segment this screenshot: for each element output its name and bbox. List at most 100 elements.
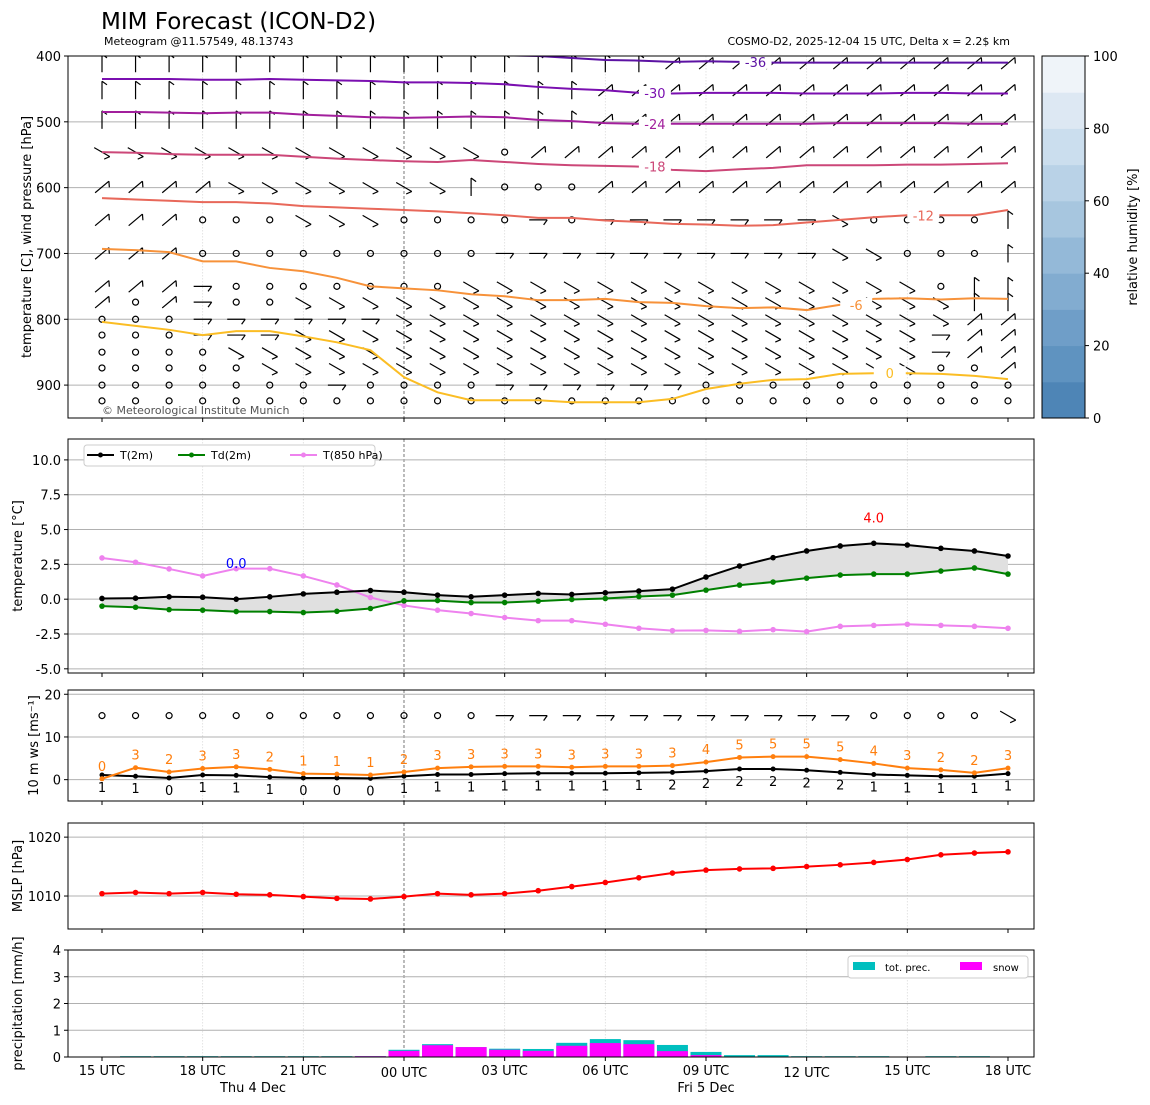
calm-wind-icon xyxy=(568,183,576,191)
data-point xyxy=(99,890,105,897)
calm-wind-icon xyxy=(131,298,140,306)
snow-bar xyxy=(522,1050,554,1057)
legend-label: T(2m) xyxy=(119,449,153,462)
data-point xyxy=(569,770,575,776)
date-label: Fri 5 Dec xyxy=(677,1081,734,1096)
data-point xyxy=(871,772,877,778)
calm-wind-icon xyxy=(836,397,844,405)
wind-barb-staff xyxy=(597,362,614,373)
wind-barb-flag xyxy=(640,290,647,294)
wind-barb-flag xyxy=(778,715,783,721)
wind-barb-staff xyxy=(698,180,714,194)
data-point xyxy=(199,889,206,896)
calm-wind-icon xyxy=(903,249,911,258)
y-tick-label: 0 xyxy=(53,1051,61,1066)
wind-barb-staff xyxy=(328,297,345,308)
wind-barb-flag xyxy=(305,306,312,310)
data-point xyxy=(703,574,709,580)
data-point xyxy=(870,859,877,866)
wind-barb-flag xyxy=(439,371,446,376)
wind-barb-flag xyxy=(576,253,582,259)
wind-barb-staff xyxy=(429,181,446,192)
data-point xyxy=(837,623,844,630)
data-point xyxy=(535,887,542,894)
legend-marker xyxy=(98,452,103,458)
data-point xyxy=(166,769,172,775)
calm-wind-icon xyxy=(970,381,979,389)
wind-barb-flag xyxy=(274,334,280,341)
data-point xyxy=(602,879,609,886)
wind-barb-staff xyxy=(865,248,882,259)
data-point xyxy=(367,605,374,612)
wind-barb-staff xyxy=(933,145,949,159)
wind-barb-staff xyxy=(328,214,345,225)
contour-label: -24 xyxy=(644,118,665,133)
panel-frame xyxy=(67,822,1035,930)
wind-speed-label: 1 xyxy=(400,782,408,797)
data-point xyxy=(99,772,105,778)
calm-wind-icon xyxy=(735,397,744,405)
wind-barb-flag xyxy=(674,323,681,327)
wind-barb-flag xyxy=(336,110,343,115)
wind-barb-flag xyxy=(305,223,312,228)
wind-barb-staff xyxy=(899,281,916,292)
wind-barb-staff xyxy=(463,147,480,158)
wind-barb-flag xyxy=(338,223,345,228)
wind-barb-flag xyxy=(473,306,480,310)
wind-barb-staff xyxy=(630,314,647,325)
wind-barb-staff xyxy=(295,297,312,308)
contour-label-bg xyxy=(739,56,772,69)
data-point xyxy=(736,866,743,872)
calm-wind-icon xyxy=(467,216,475,224)
wind-barb-staff xyxy=(798,281,815,292)
wind-barb-staff xyxy=(798,347,815,358)
calm-wind-icon xyxy=(970,216,979,224)
data-point xyxy=(938,767,944,773)
data-point xyxy=(367,775,373,781)
wind-barb-flag xyxy=(543,715,548,721)
wind-barb-flag xyxy=(540,339,547,343)
data-point xyxy=(636,625,642,632)
wind-barb-staff xyxy=(429,330,446,341)
gust-label: 0 xyxy=(98,760,106,775)
data-point xyxy=(166,775,172,781)
calm-wind-icon xyxy=(199,397,207,405)
snow-bar xyxy=(656,1051,688,1057)
data-point xyxy=(233,565,240,572)
data-point xyxy=(870,622,877,629)
data-point xyxy=(132,604,139,611)
calm-wind-icon xyxy=(870,397,878,405)
wind-barb-flag xyxy=(238,356,245,360)
wind-barb-staff xyxy=(731,297,748,308)
data-point xyxy=(837,757,843,763)
data-point xyxy=(535,598,542,604)
data-point xyxy=(938,773,944,779)
wind-barb-staff xyxy=(765,314,782,325)
wind-speed-label: 1 xyxy=(903,781,911,796)
wind-barb-staff xyxy=(395,314,413,325)
wind-speed-label: 1 xyxy=(937,782,945,797)
wind-barb-flag xyxy=(875,356,882,360)
wind-barb-staff xyxy=(765,330,782,341)
wind-barb-staff xyxy=(1000,180,1016,194)
gust-label: 1 xyxy=(299,755,307,770)
calm-wind-icon xyxy=(870,381,878,389)
calm-wind-icon xyxy=(199,249,207,258)
data-point xyxy=(300,893,307,900)
wind-barb-flag xyxy=(341,318,347,325)
wind-barb-flag xyxy=(974,292,980,298)
data-point xyxy=(401,773,407,779)
data-point xyxy=(971,623,978,630)
wind-barb-flag xyxy=(677,384,682,391)
calm-wind-icon xyxy=(199,381,207,389)
contour-label: 0 xyxy=(886,367,894,382)
wind-barb-staff xyxy=(832,281,849,292)
calm-wind-icon xyxy=(131,348,140,356)
wind-barb-flag xyxy=(610,715,615,721)
wind-barb-flag xyxy=(643,715,649,721)
y-tick-label: 10.0 xyxy=(32,454,61,469)
data-point xyxy=(367,594,374,601)
wind-barb-flag xyxy=(403,110,410,115)
data-point xyxy=(233,608,240,615)
